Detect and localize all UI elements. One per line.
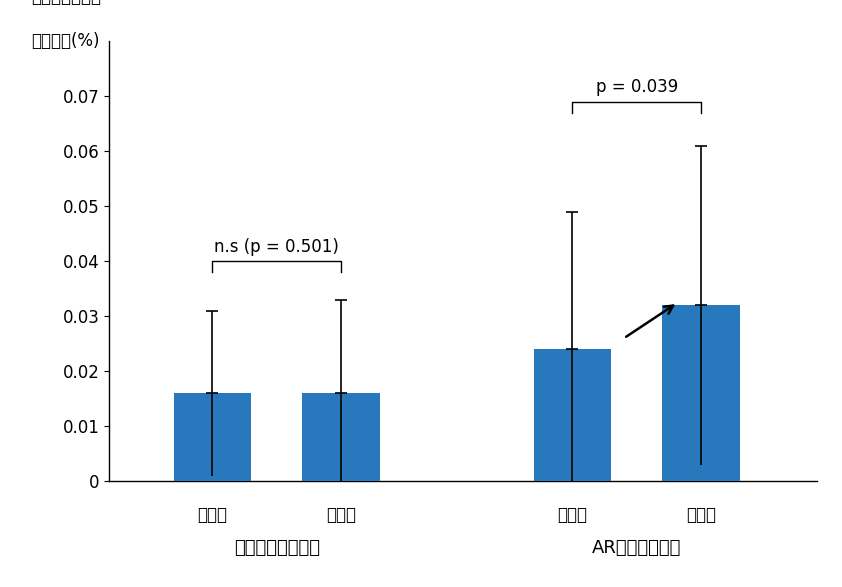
- Text: 発生頻度(%): 発生頻度(%): [32, 32, 100, 50]
- Text: 訓練前: 訓練前: [197, 505, 227, 524]
- Text: 訓練後: 訓練後: [326, 505, 356, 524]
- Text: 人形による訓練群: 人形による訓練群: [233, 539, 320, 556]
- Text: p = 0.039: p = 0.039: [595, 78, 678, 96]
- Text: 訓練前: 訓練前: [557, 505, 588, 524]
- Text: n.s (p = 0.501): n.s (p = 0.501): [214, 238, 339, 256]
- Text: 訓練後: 訓練後: [686, 505, 716, 524]
- Text: アイコンタクト: アイコンタクト: [32, 0, 102, 6]
- Bar: [173, 393, 251, 481]
- Text: ARによる訓練群: ARによる訓練群: [592, 539, 681, 556]
- Bar: [302, 393, 380, 481]
- Bar: [663, 305, 739, 481]
- Bar: [534, 349, 611, 481]
